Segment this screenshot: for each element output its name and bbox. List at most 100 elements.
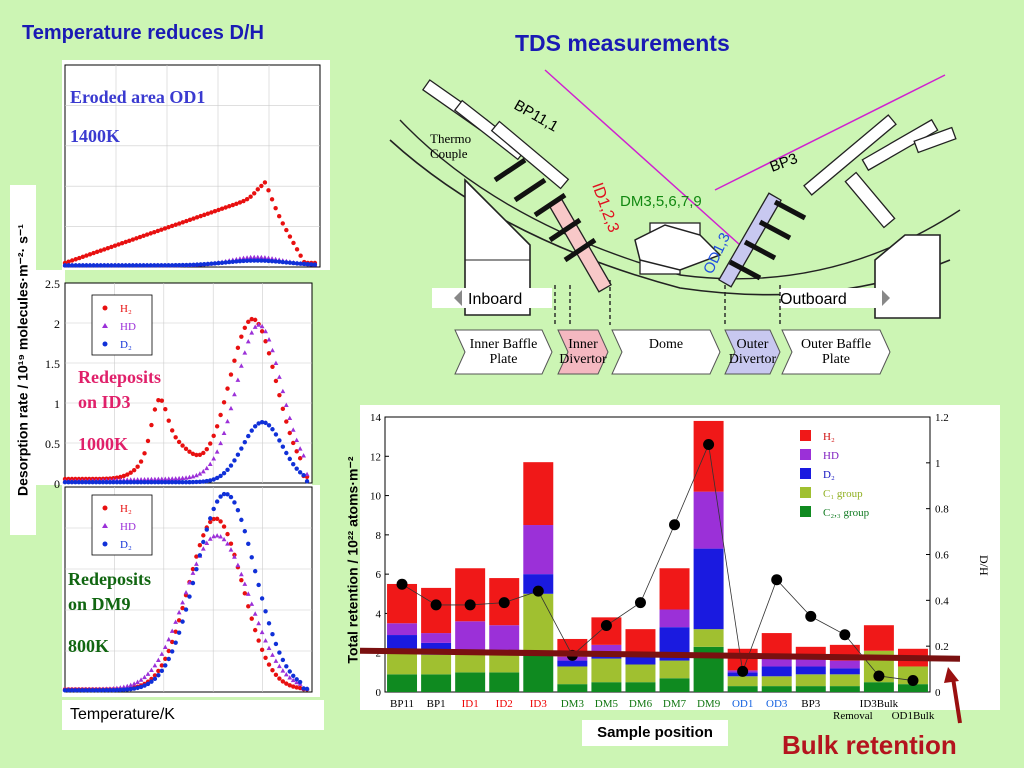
d2-point [127, 263, 132, 268]
d2-point [169, 479, 175, 485]
bar-segment [523, 654, 554, 692]
h2-point [218, 519, 223, 524]
bar-segment [591, 658, 622, 683]
d2-point [232, 500, 237, 505]
hd-point [138, 677, 144, 682]
tds-legend-label: HD [120, 321, 136, 333]
h2-point [204, 446, 209, 452]
d2-point [149, 679, 154, 684]
hd-point [204, 465, 210, 471]
h2-point [123, 239, 128, 245]
hd-point [142, 476, 147, 482]
hd-point [228, 405, 234, 411]
d2-point [84, 263, 89, 268]
dh-point [805, 610, 817, 622]
d2-point [211, 506, 216, 512]
h2-point [273, 205, 278, 211]
h2-point [221, 524, 227, 529]
d2-point [104, 688, 109, 693]
hd-point [194, 472, 199, 478]
legend-label: H₂ [823, 431, 835, 443]
d2-point [128, 480, 133, 485]
tds-xlabel: Temperature/K [62, 700, 324, 730]
bar-segment [557, 666, 588, 685]
h2-point [294, 247, 300, 252]
hd-point [280, 388, 286, 394]
bar-segment [557, 684, 588, 692]
d2-point [259, 420, 265, 425]
tds-legend-label: D₂ [120, 339, 132, 351]
d2-point [284, 450, 289, 456]
bar-segment [897, 684, 928, 692]
h2-point [159, 663, 165, 668]
hd-point [173, 476, 179, 481]
h2-point [284, 681, 289, 686]
h2-point [187, 217, 193, 223]
hd-point [190, 570, 196, 575]
dh-point [771, 574, 783, 586]
tds-ylabel: Desorption rate / 10¹⁹ molecules·m⁻²· s⁻… [14, 224, 31, 496]
hd-point [135, 679, 141, 684]
hd-point [259, 323, 265, 329]
hd-point [283, 402, 289, 408]
hd-point [270, 347, 275, 353]
d2-point [270, 427, 275, 432]
d2-point [241, 258, 246, 264]
d2-point [135, 685, 140, 691]
hd-point [266, 255, 271, 260]
legend-label: C₁ group [823, 488, 863, 500]
hd-point [183, 475, 189, 480]
d2-point [66, 688, 71, 693]
d2-point [184, 262, 189, 268]
d2-point [152, 263, 157, 268]
hd-point [187, 474, 192, 480]
hd-point [248, 254, 254, 260]
h2-point [183, 446, 189, 452]
d2-point [73, 263, 78, 268]
d2-point [249, 555, 254, 560]
d2-point [98, 263, 103, 268]
hd-point [204, 540, 210, 545]
retention-ylabel: Total retention / 10²² atoms·m⁻² [344, 456, 361, 664]
d2-point [76, 688, 82, 693]
d2-point [69, 263, 75, 268]
d2-point [176, 479, 182, 485]
panel-bg [62, 60, 330, 270]
support-bar [533, 192, 567, 218]
bar-segment [727, 686, 758, 692]
d2-point [159, 263, 164, 268]
y2tick-label: 0.2 [935, 641, 949, 653]
d2-point [156, 673, 161, 678]
d2-point [221, 471, 227, 476]
h2-point [166, 418, 171, 423]
d2-point [97, 480, 102, 485]
legend-label: HD [823, 450, 839, 462]
category-label: ID3 [530, 698, 548, 710]
d2-point [183, 479, 189, 485]
h2-point [249, 616, 254, 621]
d2-point [277, 650, 282, 655]
hd-point [294, 437, 300, 443]
d2-point [280, 444, 286, 449]
d2-point [183, 607, 189, 612]
y2-axis-label: D/H [977, 555, 991, 576]
hd-point [152, 476, 158, 482]
category-label: DM7 [663, 698, 687, 710]
ytick-label: 14 [370, 412, 382, 424]
hd-point [258, 254, 264, 260]
panel3-temp: 800K [68, 636, 109, 656]
h2-point [294, 685, 299, 690]
h2-point [152, 673, 158, 678]
legend-marker [102, 305, 108, 311]
tick-bg [35, 270, 65, 485]
d2-point [114, 480, 120, 485]
d2-point [114, 687, 120, 693]
h2-point [244, 197, 250, 202]
y2tick-label: 0.4 [935, 595, 949, 607]
d2-point [294, 466, 299, 471]
d2-point [225, 492, 230, 497]
hd-point [159, 651, 165, 656]
bar-segment [455, 568, 486, 622]
d2-point [277, 438, 282, 443]
h2-point [197, 543, 203, 548]
